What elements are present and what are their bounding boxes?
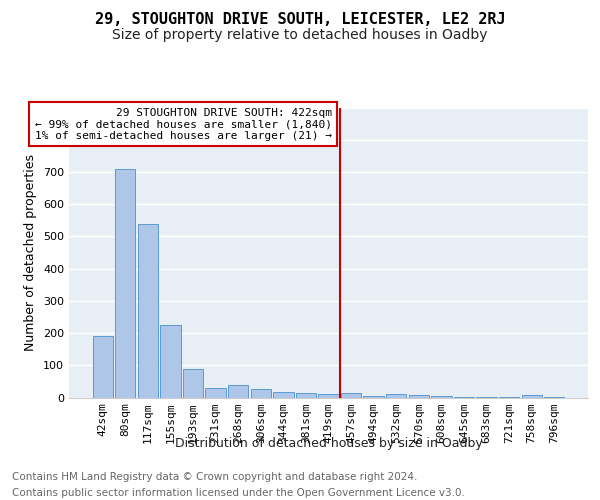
Bar — [183, 368, 203, 398]
Bar — [228, 384, 248, 398]
Bar — [319, 394, 338, 398]
Bar — [544, 397, 565, 398]
Bar — [476, 397, 497, 398]
Bar — [454, 397, 474, 398]
Bar — [341, 393, 361, 398]
Text: Size of property relative to detached houses in Oadby: Size of property relative to detached ho… — [112, 28, 488, 42]
Bar — [138, 224, 158, 398]
Bar — [92, 336, 113, 398]
Bar — [273, 392, 293, 398]
Bar — [205, 388, 226, 398]
Bar — [386, 394, 406, 398]
Text: Distribution of detached houses by size in Oadby: Distribution of detached houses by size … — [175, 438, 482, 450]
Text: Contains HM Land Registry data © Crown copyright and database right 2024.: Contains HM Land Registry data © Crown c… — [12, 472, 418, 482]
Text: Contains public sector information licensed under the Open Government Licence v3: Contains public sector information licen… — [12, 488, 465, 498]
Text: 29 STOUGHTON DRIVE SOUTH: 422sqm
← 99% of detached houses are smaller (1,840)
1%: 29 STOUGHTON DRIVE SOUTH: 422sqm ← 99% o… — [35, 108, 332, 140]
Bar — [160, 326, 181, 398]
Bar — [364, 396, 384, 398]
Text: 29, STOUGHTON DRIVE SOUTH, LEICESTER, LE2 2RJ: 29, STOUGHTON DRIVE SOUTH, LEICESTER, LE… — [95, 12, 505, 28]
Bar — [115, 170, 136, 398]
Bar — [431, 396, 452, 398]
Bar — [251, 389, 271, 398]
Bar — [521, 394, 542, 398]
Bar — [296, 394, 316, 398]
Y-axis label: Number of detached properties: Number of detached properties — [25, 154, 37, 351]
Bar — [409, 395, 429, 398]
